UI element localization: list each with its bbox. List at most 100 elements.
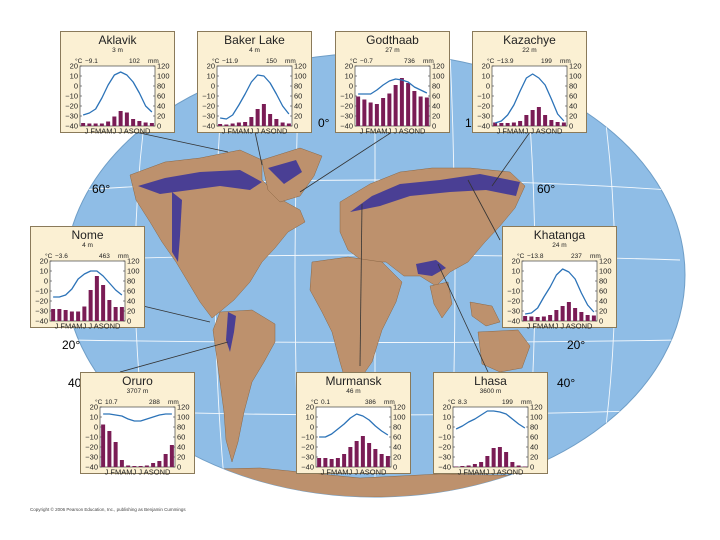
- annual-precip-label: 199: [541, 58, 552, 65]
- temp-line: [525, 268, 595, 315]
- climograph-kazachye: Kazachye 22 m °C −13.9 199 mm 20 10 0 −10 −20 −30 −4…: [472, 31, 587, 134]
- mean-temp-label: −13.9: [497, 58, 514, 65]
- temp-tick-label: −20: [477, 101, 490, 110]
- temp-unit-label: °C: [448, 398, 456, 406]
- temp-line: [53, 270, 123, 298]
- precip-bar: [541, 316, 546, 321]
- temp-tick-label: −30: [35, 306, 48, 315]
- temp-tick-label: −10: [507, 286, 520, 295]
- temp-tick-label: 20: [345, 61, 353, 70]
- precip-bar: [261, 104, 266, 126]
- tundra-regions: [138, 160, 520, 352]
- precip-bar: [137, 121, 142, 126]
- precip-bar: [479, 462, 484, 467]
- temp-tick-label: −30: [202, 111, 215, 120]
- temp-tick-label: 0: [211, 81, 215, 90]
- precip-bar: [81, 123, 86, 126]
- precip-tick-label: 100: [127, 266, 140, 275]
- precip-bar: [69, 311, 74, 321]
- precip-bar: [379, 454, 384, 467]
- precip-bar: [505, 123, 510, 126]
- month-labels: J FMAMJ J ASOND: [105, 468, 171, 476]
- temp-tick-label: −40: [438, 462, 451, 471]
- temp-tick-label: −40: [65, 121, 78, 130]
- temp-unit-label: °C: [45, 252, 53, 260]
- plot-frame: [79, 65, 156, 127]
- month-labels: J FMAMJ J ASOND: [321, 468, 387, 476]
- precip-tick-label: 60: [393, 432, 401, 441]
- station-name: Oruro: [122, 374, 153, 388]
- temp-tick-label: 10: [482, 71, 490, 80]
- climograph-plot: °C −3.6 463 mm20100−10−20−30−40120100806040…: [35, 252, 140, 329]
- precip-tick-label: 40: [530, 442, 538, 451]
- precip-tick-label: 80: [530, 422, 538, 431]
- precip-tick-label: 40: [127, 296, 135, 305]
- mean-temp-label: 8.3: [458, 399, 467, 406]
- precip-tick-label: 80: [569, 81, 577, 90]
- precip-bar: [76, 311, 81, 321]
- temp-unit-label: °C: [350, 57, 358, 65]
- precip-bar: [101, 424, 106, 467]
- temp-line: [220, 74, 290, 120]
- precip-bar: [87, 123, 92, 126]
- precip-tick-label: 100: [432, 71, 445, 80]
- precip-bar: [243, 122, 248, 126]
- precip-tick-label: 20: [569, 111, 577, 120]
- annual-precip-label: 102: [129, 58, 140, 65]
- precip-tick-label: 120: [177, 402, 190, 411]
- precip-bar: [399, 78, 404, 126]
- precip-bar: [335, 458, 340, 467]
- precip-unit-label: mm: [118, 253, 129, 260]
- station-elevation: 27 m: [385, 47, 400, 54]
- temp-tick-label: 10: [345, 71, 353, 80]
- lat-label-60n-right: 60°: [537, 182, 556, 196]
- temp-tick-label: −30: [438, 452, 451, 461]
- precip-unit-label: mm: [168, 399, 179, 406]
- lat-label-20s-right: 20°: [567, 338, 586, 352]
- precip-bar: [51, 309, 56, 321]
- temp-unit-label: °C: [487, 57, 495, 65]
- lat-label-40s-right: 40°: [557, 376, 576, 390]
- temp-tick-label: −10: [477, 91, 490, 100]
- precip-unit-label: mm: [560, 58, 571, 65]
- lon-label-0: 0°: [318, 116, 330, 130]
- precip-bar: [554, 310, 559, 321]
- copyright-notice: Copyright © 2006 Pearson Education, Inc.…: [30, 507, 186, 512]
- precip-bar: [460, 466, 465, 467]
- precip-unit-label: mm: [148, 58, 159, 65]
- month-labels: J FMAMJ J ASOND: [458, 468, 524, 476]
- temp-tick-label: 10: [306, 412, 314, 421]
- precip-tick-label: 40: [432, 101, 440, 110]
- precip-tick-label: 60: [177, 432, 185, 441]
- month-labels: J FMAMJ J ASOND: [527, 322, 593, 330]
- precip-bar: [236, 122, 241, 126]
- temp-line: [358, 78, 428, 95]
- precip-unit-label: mm: [285, 58, 296, 65]
- temp-tick-label: 0: [516, 276, 520, 285]
- precip-tick-label: 60: [127, 286, 135, 295]
- precip-bar: [63, 310, 68, 321]
- precip-tick-label: 100: [157, 71, 170, 80]
- precip-tick-label: 80: [294, 81, 302, 90]
- precip-bar: [374, 104, 379, 126]
- precip-unit-label: mm: [521, 399, 532, 406]
- precip-bar: [393, 85, 398, 126]
- precip-bar: [218, 124, 223, 126]
- plot-frame: [452, 406, 529, 468]
- annual-precip-label: 463: [99, 253, 110, 260]
- precip-bar: [387, 93, 392, 126]
- precip-tick-label: 40: [599, 296, 607, 305]
- precip-unit-label: mm: [423, 58, 434, 65]
- temp-tick-label: −20: [438, 442, 451, 451]
- precip-bar: [112, 116, 117, 126]
- precip-bar: [249, 117, 254, 126]
- climograph-plot: °C 0.1 386 mm20100−10−20−30−401201008060402…: [301, 398, 405, 476]
- temp-tick-label: −10: [340, 91, 353, 100]
- temp-tick-label: 20: [443, 402, 451, 411]
- climograph-plot: °C 10.7 288 mm20100−10−20−30−40120100806040…: [85, 398, 190, 476]
- precip-tick-label: 60: [569, 91, 577, 100]
- climograph-baker-lake: Baker Lake 4 m °C −11.9 150 mm 20 10 0 −10 −20 −30−…: [197, 31, 312, 134]
- precip-bar: [585, 315, 590, 321]
- precip-bar: [323, 458, 328, 467]
- precip-tick-label: 80: [432, 81, 440, 90]
